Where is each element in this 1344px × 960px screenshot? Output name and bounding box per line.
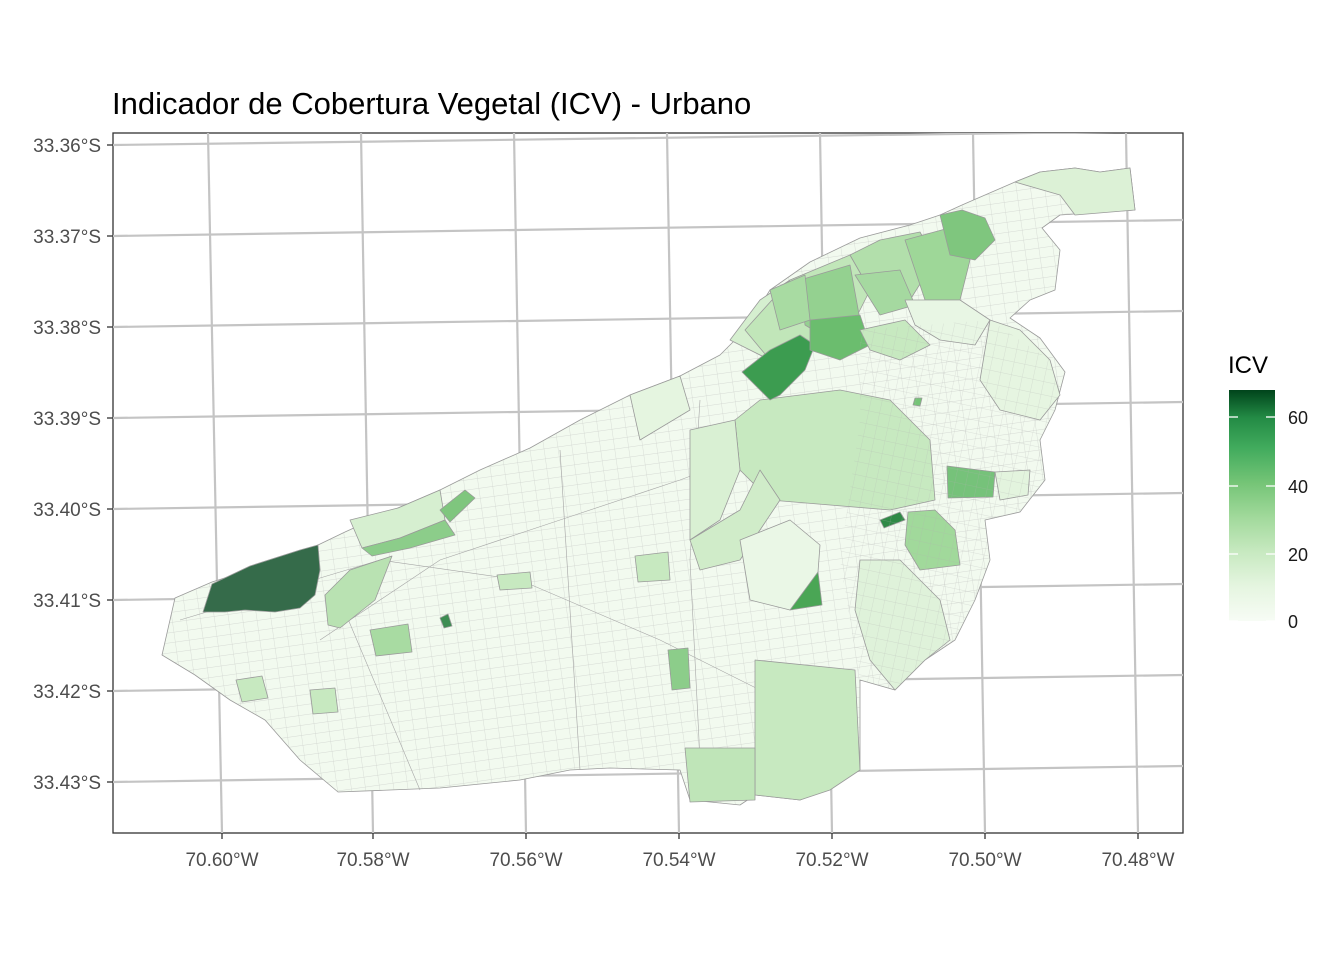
legend-title: ICV [1228, 352, 1268, 379]
district-west-5 [324, 555, 393, 629]
district-central-small [634, 551, 671, 583]
district-west-tiny [439, 613, 453, 629]
legend-tick-label: 20 [1288, 545, 1308, 565]
y-tick-label: 33.40°S [33, 500, 101, 521]
y-tick-label: 33.39°S [33, 409, 101, 430]
y-axis: 33.36°S 33.37°S 33.38°S 33.39°S 33.40°S … [33, 136, 113, 794]
x-tick-label: 70.56°W [489, 850, 562, 871]
district-north-small [629, 375, 691, 441]
district-south-east [754, 659, 861, 801]
legend: ICV 60 40 20 0 [1228, 352, 1308, 632]
x-tick-label: 70.58°W [336, 850, 409, 871]
x-tick-label: 70.54°W [642, 850, 715, 871]
district-central-round [739, 519, 821, 611]
district-west-small [496, 571, 533, 591]
district-north-8 [809, 314, 871, 361]
y-tick-label: 33.42°S [33, 682, 101, 703]
y-tick-label: 33.43°S [33, 773, 101, 794]
district-central-strip [667, 647, 691, 691]
district-west-3 [309, 687, 339, 715]
y-tick-label: 33.36°S [33, 136, 101, 157]
district-west-darkest [202, 544, 321, 613]
y-tick-label: 33.37°S [33, 227, 101, 248]
legend-colorbar [1229, 390, 1275, 621]
y-tick-label: 33.41°S [33, 591, 101, 612]
x-tick-label: 70.50°W [948, 850, 1021, 871]
district-ne-tip [1014, 167, 1136, 216]
y-tick-label: 33.38°S [33, 318, 101, 339]
district-west-2 [369, 623, 413, 657]
x-tick-label: 70.52°W [795, 850, 868, 871]
legend-tick-label: 60 [1288, 408, 1308, 428]
district-west-4 [235, 675, 269, 703]
x-axis: 70.60°W 70.58°W 70.56°W 70.54°W 70.52°W … [185, 833, 1175, 871]
district-central-sw [689, 469, 781, 571]
x-tick-label: 70.48°W [1101, 850, 1174, 871]
district-south-central [684, 747, 756, 803]
district-northwest-band [361, 519, 456, 557]
chart-title: Indicador de Cobertura Vegetal (ICV) - U… [112, 86, 751, 121]
district-central-west [689, 419, 741, 541]
district-northwest-green [439, 489, 476, 523]
district-ne-green [939, 209, 996, 261]
legend-tick-label: 40 [1288, 477, 1308, 497]
legend-tick-label: 0 [1288, 612, 1298, 632]
district-central-north-dark [741, 334, 816, 401]
x-tick-label: 70.60°W [185, 850, 258, 871]
